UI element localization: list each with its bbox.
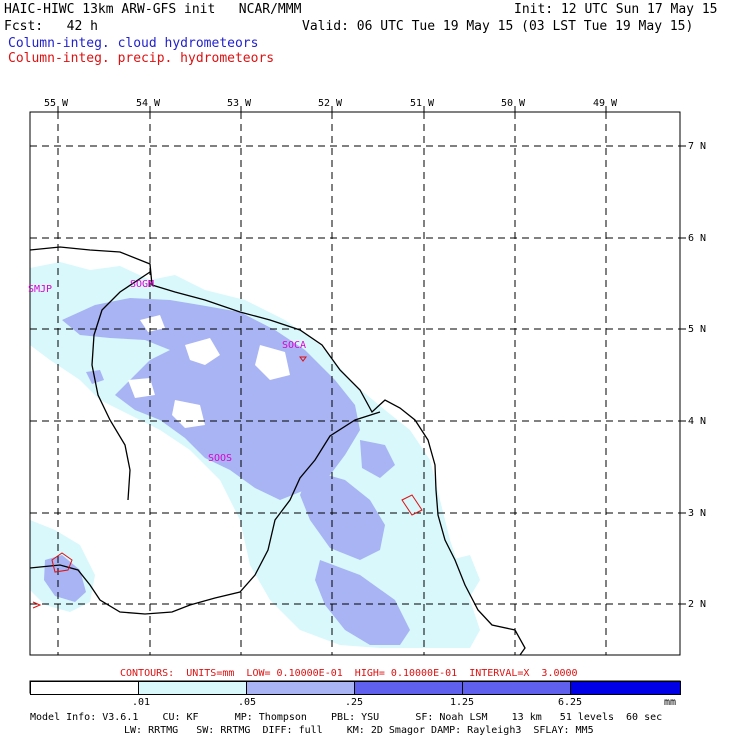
lon-label: 51 W <box>410 98 435 109</box>
model-info: Model Info: V3.6.1 CU: KF MP: Thompson P… <box>30 712 663 723</box>
init-time: Init: 12 UTC Sun 17 May 15 <box>514 2 718 17</box>
station-label: SMJP <box>28 284 53 295</box>
grid-ticks <box>57 106 686 605</box>
lon-label: 49 W <box>593 98 618 109</box>
lat-label: 6 N <box>688 233 707 244</box>
legend-bin <box>354 681 463 695</box>
station-label: SOCA <box>282 340 307 351</box>
border-suriname-french-guiana <box>29 411 381 615</box>
lon-label: 55 W <box>44 98 69 109</box>
lat-label: 4 N <box>688 416 707 427</box>
legend-tick: 1.25 <box>450 697 475 708</box>
lon-label: 52 W <box>318 98 343 109</box>
forecast-hour: Fcst: 42 h <box>4 19 98 34</box>
field-precip-label: Column-integ. precip. hydrometeors <box>8 51 275 66</box>
coastline <box>29 246 526 656</box>
legend-bin <box>570 681 681 695</box>
station-label: SOGM <box>130 279 155 290</box>
legend-tick: .25 <box>345 697 364 708</box>
border-guyana-suriname <box>91 271 151 501</box>
legend-bin <box>462 681 571 695</box>
valid-time: Valid: 06 UTC Tue 19 May 15 (03 LST Tue … <box>302 19 694 34</box>
legend-units: mm <box>664 697 677 708</box>
legend-tick: .05 <box>238 697 257 708</box>
legend-bin <box>138 681 247 695</box>
legend-bin <box>246 681 355 695</box>
legend-tick: 6.25 <box>558 697 583 708</box>
lat-label: 3 N <box>688 508 707 519</box>
lon-label: 53 W <box>227 98 252 109</box>
model-physics: LW: RRTMG SW: RRTMG DIFF: full KM: 2D Sm… <box>124 725 594 736</box>
field-cloud-label: Column-integ. cloud hydrometeors <box>8 36 259 51</box>
lat-label: 7 N <box>688 141 707 152</box>
station-label: SOOS <box>208 453 233 464</box>
lat-label: 5 N <box>688 324 707 335</box>
precip-contour <box>32 356 423 609</box>
clear-pockets <box>128 315 290 428</box>
legend-tick: .01 <box>132 697 151 708</box>
lon-label: 54 W <box>136 98 161 109</box>
plot-frame <box>29 111 681 656</box>
lon-label: 50 W <box>501 98 526 109</box>
lat-label: 2 N <box>688 599 707 610</box>
legend-bin <box>30 681 139 695</box>
lat-lon-grid <box>30 112 680 655</box>
model-title: HAIC-HIWC 13km ARW-GFS init NCAR/MMM <box>4 2 302 17</box>
contour-info: CONTOURS: UNITS=mm LOW= 0.10000E-01 HIGH… <box>120 668 578 679</box>
